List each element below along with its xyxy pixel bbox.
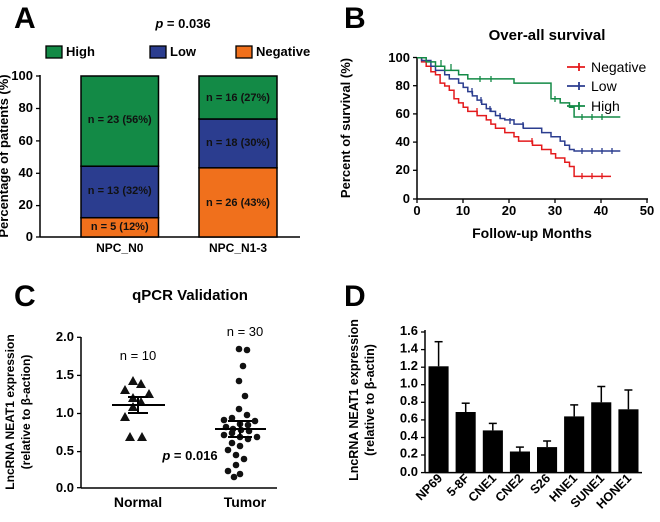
svg-text:n = 10: n = 10 <box>120 348 157 363</box>
svg-text:(relative to β-actin): (relative to β-actin) <box>363 344 377 456</box>
svg-text:n = 5 (12%): n = 5 (12%) <box>91 221 149 233</box>
svg-text:1.2: 1.2 <box>400 358 418 373</box>
svg-text:0.4: 0.4 <box>400 428 419 443</box>
svg-text:n = 16 (27%): n = 16 (27%) <box>206 92 270 104</box>
svg-text:Follow-up Months: Follow-up Months <box>472 225 592 241</box>
svg-text:1.5: 1.5 <box>56 367 74 382</box>
svg-text:60: 60 <box>19 133 33 148</box>
svg-text:Low: Low <box>591 78 618 94</box>
svg-text:qPCR Validation: qPCR Validation <box>132 287 248 304</box>
svg-text:NPC_N0: NPC_N0 <box>96 241 144 255</box>
svg-text:n = 30: n = 30 <box>227 324 264 339</box>
svg-text:0: 0 <box>413 203 420 218</box>
svg-text:10: 10 <box>456 203 470 218</box>
svg-text:Percentage of patients (%): Percentage of patients (%) <box>0 74 11 237</box>
svg-text:20: 20 <box>502 203 516 218</box>
svg-text:LncRNA NEAT1 expression: LncRNA NEAT1 expression <box>347 319 361 481</box>
svg-text:40: 40 <box>396 134 410 149</box>
svg-text:1.4: 1.4 <box>400 341 419 356</box>
svg-text:30: 30 <box>548 203 562 218</box>
svg-text:CNE1: CNE1 <box>466 471 500 505</box>
svg-text:Normal: Normal <box>114 494 162 510</box>
svg-text:50: 50 <box>640 203 654 218</box>
svg-text:Low: Low <box>170 44 197 59</box>
svg-text:p = 0.036: p = 0.036 <box>154 16 210 31</box>
svg-text:0.6: 0.6 <box>400 411 418 426</box>
svg-text:80: 80 <box>19 100 33 115</box>
svg-text:20: 20 <box>19 197 33 212</box>
svg-text:0: 0 <box>403 191 410 206</box>
svg-text:0.0: 0.0 <box>56 480 74 495</box>
svg-text:LncRNA NEAT1 expression: LncRNA NEAT1 expression <box>3 334 17 489</box>
svg-text:(relative to β-action): (relative to β-action) <box>19 355 33 470</box>
svg-text:High: High <box>66 44 95 59</box>
svg-text:n = 23 (56%): n = 23 (56%) <box>88 114 152 126</box>
svg-text:80: 80 <box>396 78 410 93</box>
svg-text:0.2: 0.2 <box>400 446 418 461</box>
svg-text:100: 100 <box>11 68 33 83</box>
svg-text:Tumor: Tumor <box>224 494 267 510</box>
svg-text:CNE2: CNE2 <box>493 471 527 505</box>
svg-text:40: 40 <box>19 165 33 180</box>
svg-text:n = 13 (32%): n = 13 (32%) <box>88 185 152 197</box>
svg-text:20: 20 <box>396 162 410 177</box>
svg-text:Negative: Negative <box>591 59 646 75</box>
svg-text:n = 26 (43%): n = 26 (43%) <box>206 197 270 209</box>
svg-text:1.6: 1.6 <box>400 323 418 338</box>
svg-text:1.0: 1.0 <box>56 405 74 420</box>
svg-text:Percent of survival (%): Percent of survival (%) <box>338 58 353 198</box>
svg-text:0.0: 0.0 <box>400 464 418 479</box>
svg-text:1.0: 1.0 <box>400 376 418 391</box>
svg-text:p = 0.016: p = 0.016 <box>161 448 217 463</box>
svg-text:0: 0 <box>26 229 33 244</box>
svg-text:0.5: 0.5 <box>56 443 74 458</box>
svg-text:60: 60 <box>396 106 410 121</box>
svg-text:n = 18 (30%): n = 18 (30%) <box>206 137 270 149</box>
svg-text:40: 40 <box>594 203 608 218</box>
svg-text:100: 100 <box>388 50 410 65</box>
svg-text:High: High <box>591 98 620 114</box>
svg-text:NPC_N1-3: NPC_N1-3 <box>209 241 267 255</box>
svg-text:Negative: Negative <box>256 44 310 59</box>
svg-text:Over-all survival: Over-all survival <box>489 27 606 44</box>
svg-text:2.0: 2.0 <box>56 329 74 344</box>
svg-text:0.8: 0.8 <box>400 393 418 408</box>
